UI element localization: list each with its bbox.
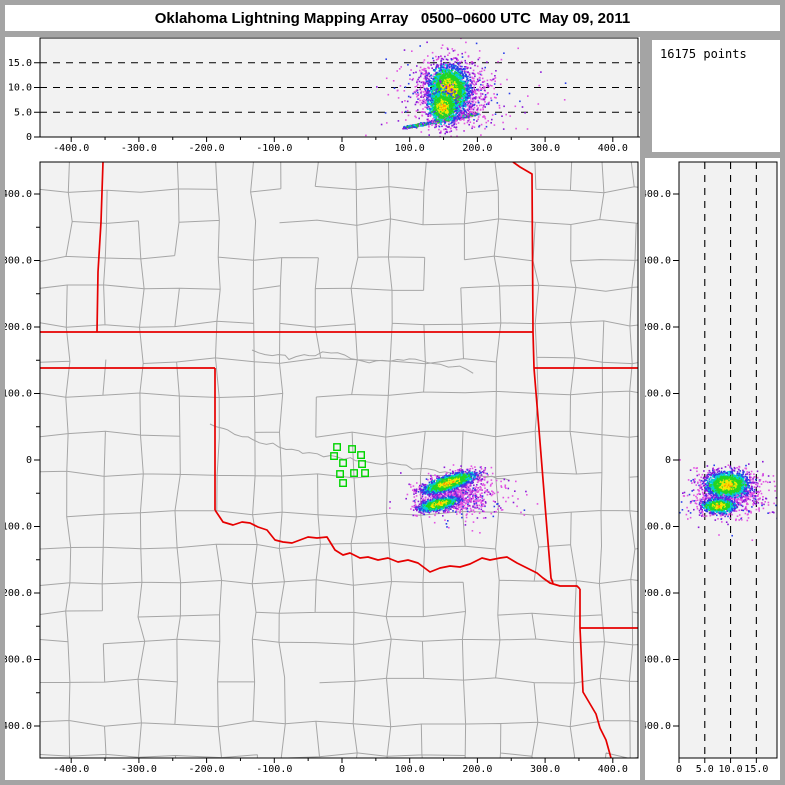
ew-altitude-scatter <box>365 38 567 137</box>
svg-text:300.0: 300.0 <box>530 143 560 154</box>
county-borders <box>40 162 638 758</box>
plan-view-scatter <box>389 464 539 534</box>
ns-altitude-scatter <box>679 459 777 541</box>
altitude-ns-plot-area <box>679 162 777 758</box>
station-square <box>350 469 358 477</box>
svg-text:15.0: 15.0 <box>8 58 32 69</box>
station-square <box>357 451 365 459</box>
svg-text:10.0: 10.0 <box>8 83 32 94</box>
points-count-label: 16175 points <box>660 47 747 61</box>
state-borders <box>40 162 638 758</box>
window-title: Oklahoma Lightning Mapping Array 0500–06… <box>154 9 631 27</box>
panel-altitude-ew: -400.0 -300.0 -200.0 -100.0 0 100.0 200.0 300.0… <box>5 37 640 158</box>
station-square <box>336 470 344 478</box>
station-square <box>339 459 347 467</box>
panel-plan-view: -400.0400.0-300.0300.0-200.0200.0-100.01… <box>5 158 640 780</box>
panel-altitude-ns: -400.0-300.0-200.0-100.00100.0200.0300.0… <box>645 158 780 780</box>
svg-text:0: 0 <box>26 132 32 143</box>
station-square <box>361 469 369 477</box>
svg-text:-200.0: -200.0 <box>189 143 225 154</box>
station-square <box>348 445 356 453</box>
lma-station-markers <box>330 443 369 487</box>
station-square <box>358 460 366 468</box>
svg-text:5.0: 5.0 <box>14 107 32 118</box>
svg-text:200.0: 200.0 <box>462 143 492 154</box>
altitude-ew-plot-area <box>40 38 638 137</box>
points-count-box: 16175 points <box>652 40 780 152</box>
station-square <box>339 479 347 487</box>
station-square <box>333 443 341 451</box>
svg-text:-300.0: -300.0 <box>121 143 157 154</box>
svg-text:400.0: 400.0 <box>598 143 628 154</box>
plan-view-plot-area <box>40 162 638 758</box>
svg-text:0: 0 <box>339 143 345 154</box>
svg-text:-400.0: -400.0 <box>53 143 89 154</box>
svg-text:-100.0: -100.0 <box>256 143 292 154</box>
title-bar: Oklahoma Lightning Mapping Array 0500–06… <box>5 5 780 31</box>
station-square <box>330 452 338 460</box>
svg-text:100.0: 100.0 <box>395 143 425 154</box>
